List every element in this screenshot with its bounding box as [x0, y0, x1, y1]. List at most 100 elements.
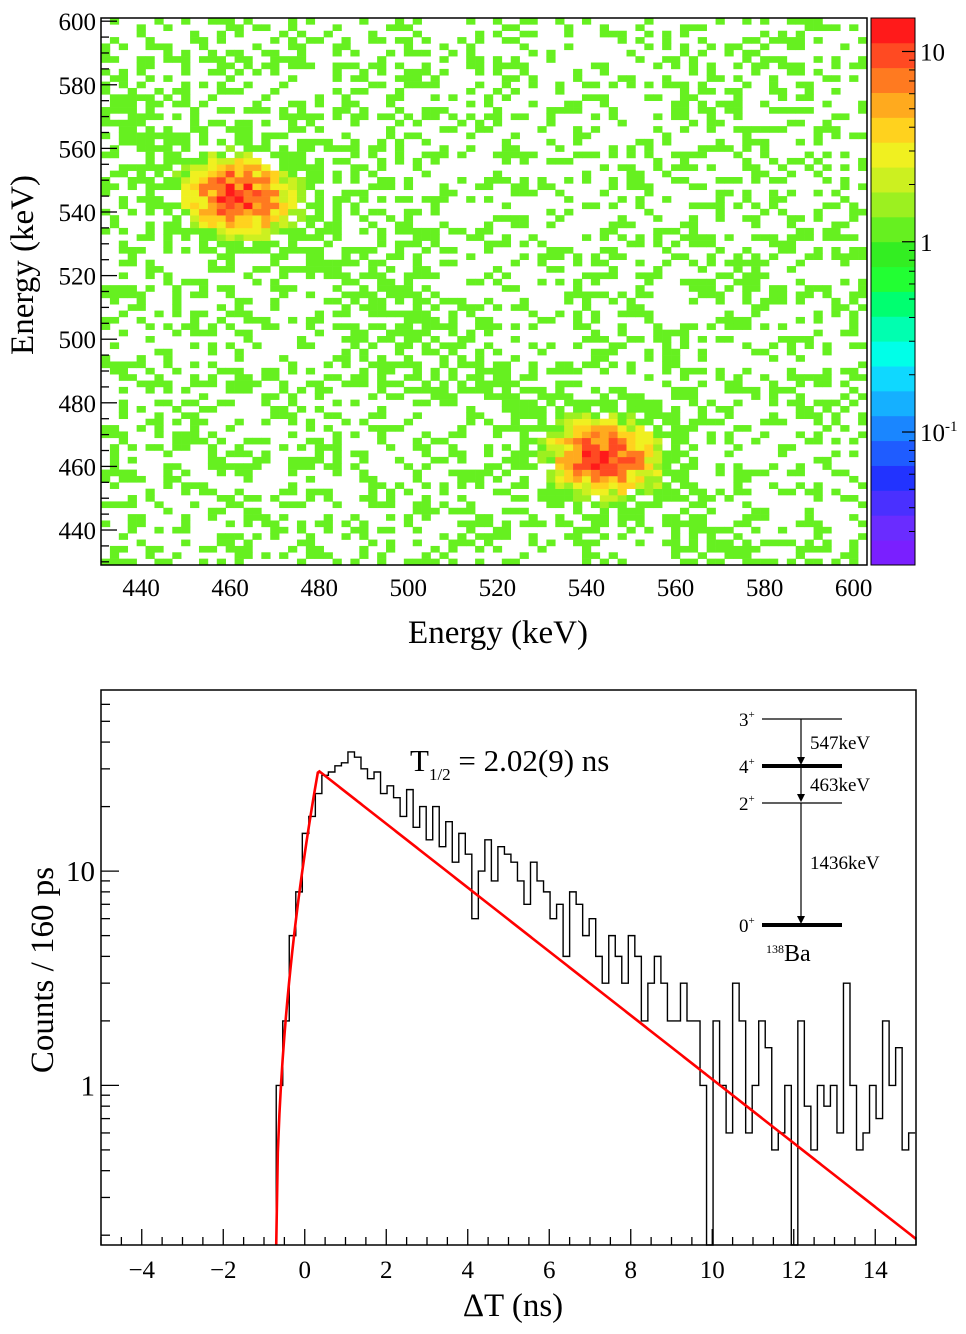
heatmap-cell [101, 355, 111, 362]
heatmap-cell [279, 405, 289, 413]
heatmap-cell [163, 202, 173, 210]
heatmap-cell [377, 323, 387, 330]
heatmap-cell [492, 119, 503, 127]
heatmap-cell [671, 431, 681, 439]
heatmap-cell [207, 18, 218, 25]
heatmap-cell [350, 514, 360, 521]
heatmap-cell [688, 425, 699, 432]
heatmap-cell [573, 342, 583, 350]
heatmap-cell [430, 393, 440, 400]
colorbar-segment [871, 241, 915, 268]
heatmap-cell [546, 495, 556, 502]
heatmap-cell [448, 399, 458, 407]
heatmap-cell [626, 183, 636, 191]
heatmap-cell [368, 297, 378, 305]
heatmap-cell [733, 475, 743, 483]
heatmap-cell [439, 501, 449, 509]
heatmap-cell [118, 75, 129, 82]
heatmap-cell [288, 164, 298, 171]
heatmap-cell [145, 126, 155, 133]
heatmap-cell [412, 316, 422, 324]
heatmap-cell [350, 100, 360, 108]
heatmap-cell [475, 514, 485, 521]
heatmap-cell [635, 520, 645, 528]
heatmap-cell [626, 393, 636, 400]
heatmap-cell [190, 399, 200, 407]
heatmap-cell [546, 367, 556, 375]
heatmap-cell [769, 157, 779, 165]
heatmap-cell [715, 367, 725, 375]
heatmap-cell [590, 456, 601, 464]
heatmap-cell [457, 304, 467, 311]
heatmap-cell [359, 107, 369, 114]
heatmap-cell [109, 456, 120, 464]
heatmap-cell [662, 450, 672, 458]
heatmap-cell [644, 94, 654, 101]
heatmap-cell [715, 418, 725, 426]
heatmap-cell [537, 444, 547, 451]
heatmap-cell [270, 253, 280, 260]
heatmap-cell [528, 412, 538, 420]
heatmap-cell [216, 221, 226, 229]
heatmap-cell [234, 418, 244, 426]
heatmap-cell [198, 482, 209, 489]
heatmap-cell [617, 425, 627, 432]
heatmap-cell [403, 323, 414, 330]
heatmap-cell [858, 100, 868, 108]
heatmap-cell [858, 520, 868, 528]
heatmap-cell [368, 412, 378, 420]
heatmap-cell [742, 316, 752, 324]
heatmap-cell [412, 437, 422, 445]
heatmap-cell [127, 514, 137, 521]
heatmap-cell [564, 450, 574, 458]
heatmap-cell [635, 37, 645, 44]
heatmap-cell [457, 119, 467, 127]
heatmap-cell [599, 437, 609, 445]
heatmap-cell [484, 418, 494, 426]
heatmap-cell [519, 253, 529, 260]
heatmap-cell [715, 196, 725, 203]
heatmap-cell [243, 126, 253, 133]
heatmap-cell [742, 164, 752, 171]
heatmap-cell [679, 221, 690, 229]
heatmap-cell [519, 183, 529, 191]
heatmap-cell [430, 202, 440, 210]
heatmap-cell [724, 539, 734, 547]
heatmap-cell [288, 56, 298, 63]
heatmap-cell [706, 75, 716, 82]
heatmap-cell [412, 361, 422, 369]
heatmap-cell [421, 227, 431, 235]
heatmap-cell [359, 526, 369, 534]
heatmap-cell [679, 520, 690, 528]
heatmap-cell [181, 437, 191, 445]
heatmap-cell [751, 170, 761, 178]
heatmap-cell [430, 374, 440, 381]
heatmap-cell [127, 119, 137, 127]
heatmap-cell [653, 444, 663, 451]
x-tick-label: 4 [462, 1257, 475, 1284]
heatmap-cell [430, 107, 440, 114]
heatmap-cell [537, 425, 547, 432]
heatmap-cell [706, 164, 716, 171]
heatmap-cell [288, 545, 298, 553]
heatmap-cell [528, 399, 538, 407]
heatmap-cell [216, 399, 226, 407]
heatmap-cell [599, 488, 609, 496]
heatmap-cell [359, 68, 369, 76]
heatmap-cell [492, 431, 503, 439]
heatmap-cell [323, 221, 333, 229]
heatmap-cell [243, 164, 253, 171]
heatmap-cell [207, 189, 218, 197]
heatmap-cell [671, 386, 681, 394]
heatmap-cell [635, 463, 645, 470]
heatmap-cell [163, 272, 173, 280]
heatmap-cell [706, 119, 716, 127]
heatmap-cell [234, 367, 244, 375]
heatmap-cell [831, 126, 841, 133]
y-tick-label: 1 [81, 1070, 96, 1102]
heatmap-cell [332, 227, 342, 235]
heatmap-cell [608, 113, 618, 121]
heatmap-cell [252, 24, 262, 32]
heatmap-cell [448, 259, 458, 267]
heatmap-cell [181, 444, 191, 451]
